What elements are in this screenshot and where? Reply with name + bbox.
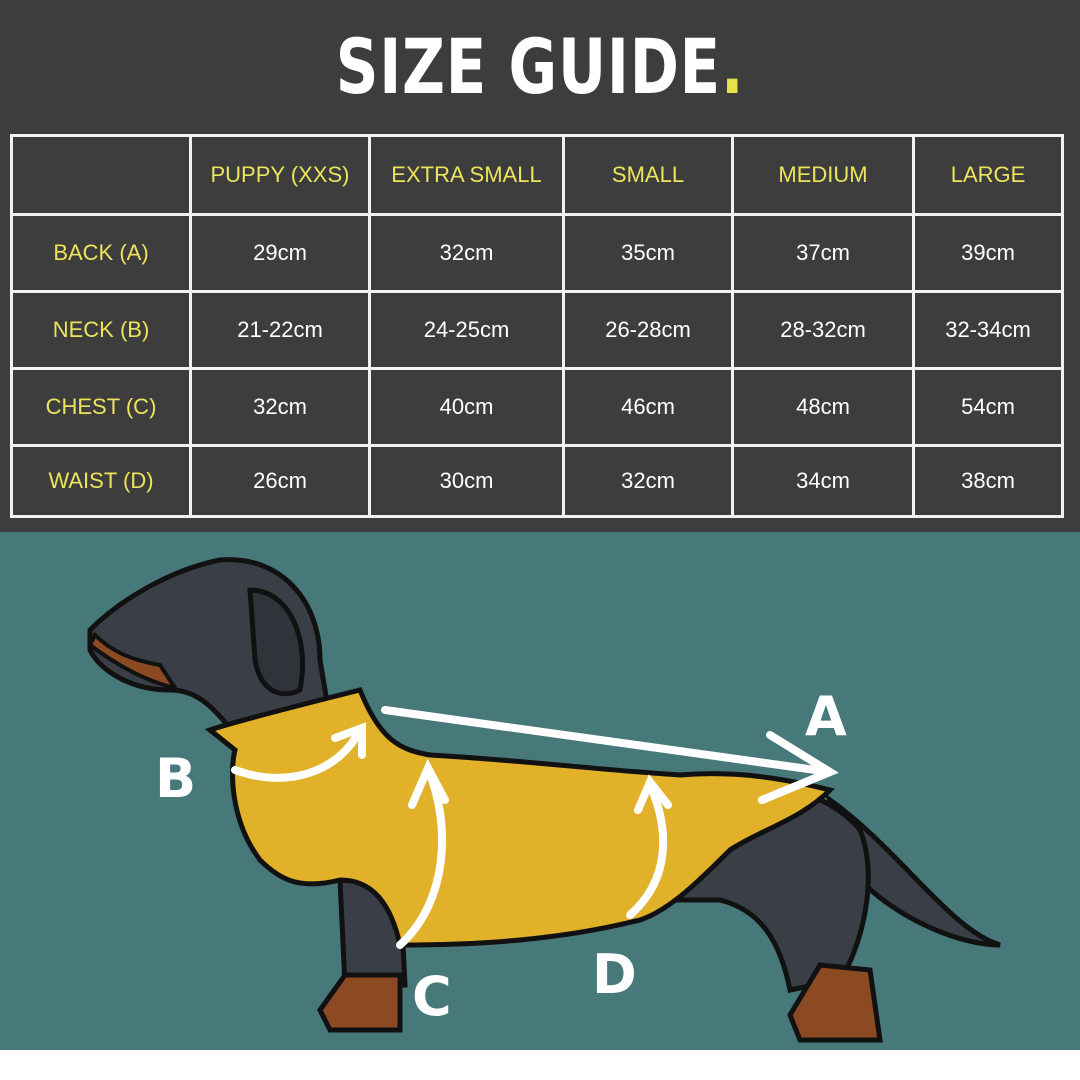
table-cell: 54cm	[912, 367, 1064, 447]
label-d: D	[592, 943, 637, 1006]
table-cell: 28-32cm	[731, 290, 915, 370]
table-cell: 35cm	[562, 213, 734, 293]
table-cell: 38cm	[912, 444, 1064, 518]
header-cell	[10, 134, 192, 216]
table-row: WAIST (D) 26cm 30cm 32cm 34cm 38cm	[10, 444, 1064, 518]
dog-tail	[824, 793, 1001, 948]
table-header-row: PUPPY (XXS) EXTRA SMALL SMALL MEDIUM LAR…	[10, 134, 1064, 216]
dog-muzzle	[87, 631, 180, 692]
table-cell: 40cm	[368, 367, 565, 447]
table-cell: 46cm	[562, 367, 734, 447]
table-cell: 29cm	[189, 213, 371, 293]
header-cell: EXTRA SMALL	[368, 134, 565, 216]
table-row: BACK (A) 29cm 32cm 35cm 37cm 39cm	[10, 213, 1064, 293]
table-cell: 24-25cm	[368, 290, 565, 370]
row-label: CHEST (C)	[10, 367, 192, 447]
table-cell: 26cm	[189, 444, 371, 518]
table-cell: 48cm	[731, 367, 915, 447]
header-cell: PUPPY (XXS)	[189, 134, 371, 216]
header-cell: LARGE	[912, 134, 1064, 216]
header-cell: SMALL	[562, 134, 734, 216]
table-cell: 30cm	[368, 444, 565, 518]
size-table: PUPPY (XXS) EXTRA SMALL SMALL MEDIUM LAR…	[10, 134, 1064, 518]
header-cell: MEDIUM	[731, 134, 915, 216]
label-c: C	[412, 965, 452, 1028]
table-cell: 37cm	[731, 213, 915, 293]
table-cell: 26-28cm	[562, 290, 734, 370]
table-cell: 21-22cm	[189, 290, 371, 370]
table-cell: 32cm	[189, 367, 371, 447]
table-cell: 34cm	[731, 444, 915, 518]
row-label: WAIST (D)	[10, 444, 192, 518]
row-label: BACK (A)	[10, 213, 192, 293]
header-panel: SIZE GUIDE. PUPPY (XXS) EXTRA SMALL SMAL…	[0, 0, 1080, 532]
dog-back-paw	[787, 962, 883, 1043]
dog-front-paw	[317, 972, 403, 1033]
measure-arrows	[231, 706, 839, 949]
row-label: NECK (B)	[10, 290, 192, 370]
label-b: B	[155, 747, 196, 810]
table-row: NECK (B) 21-22cm 24-25cm 26-28cm 28-32cm 32-3…	[10, 290, 1064, 370]
table-row: CHEST (C) 32cm 40cm 46cm 48cm 54cm	[10, 367, 1064, 447]
page-title: SIZE GUIDE.	[335, 22, 745, 111]
table-cell: 39cm	[912, 213, 1064, 293]
table-cell: 32cm	[368, 213, 565, 293]
label-a: A	[805, 685, 847, 748]
table-cell: 32cm	[562, 444, 734, 518]
table-cell: 32-34cm	[912, 290, 1064, 370]
dog-ear	[247, 587, 306, 697]
